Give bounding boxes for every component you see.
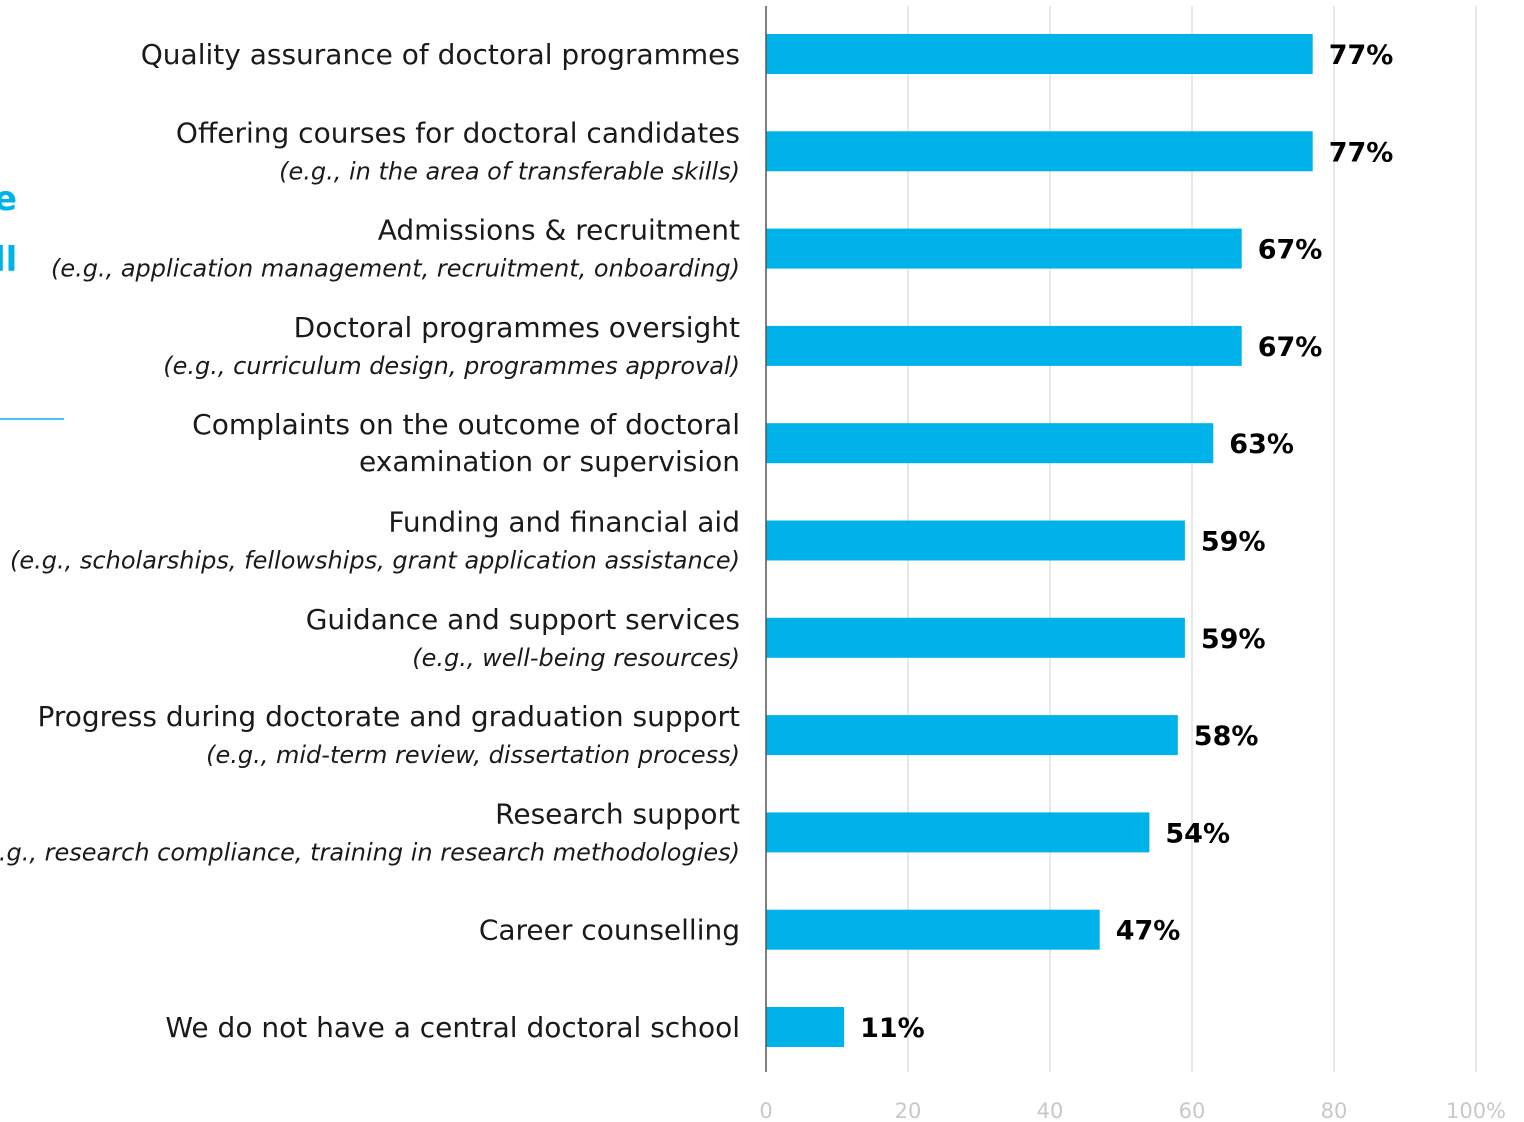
bar-value-label: 67% [1258,332,1323,363]
side-fragments: e ll [0,179,64,420]
category-label: Admissions & recruitment [378,214,740,247]
x-tick-label: 60 [1179,1099,1206,1122]
bar [766,325,1242,366]
x-tick-label: 40 [1037,1099,1064,1122]
category-label: Doctoral programmes oversight [294,311,740,344]
bar-value-label: 47% [1116,916,1181,947]
category-label: Funding and financial aid [388,506,740,539]
bar [766,131,1313,172]
x-tick-label: 100% [1446,1099,1506,1122]
bar-value-label: 67% [1258,235,1323,266]
category-label: Guidance and support services [306,603,740,636]
bar-value-label: 11% [860,1013,925,1044]
bar [766,617,1185,658]
bar-value-label: 77% [1329,40,1394,71]
bar [766,909,1100,950]
bars [766,34,1313,1047]
bar [766,715,1178,756]
x-tick-label: 0 [759,1099,772,1122]
side-text-fragment-2: ll [0,240,17,280]
bar-value-label: 58% [1194,721,1259,752]
category-label: Offering courses for doctoral candidates [176,116,740,149]
category-sublabel: (e.g., curriculum design, programmes app… [163,352,740,380]
category-sublabel: (e.g., well-being resources) [412,644,740,672]
category-sublabel: (e.g., research compliance, training in … [0,838,740,866]
x-tick-label: 80 [1321,1099,1348,1122]
bar-value-label: 63% [1229,429,1294,460]
category-label: Progress during doctorate and graduation… [37,700,740,733]
x-axis-ticks: 0 20 40 60 80 100% [759,1099,1506,1122]
bar [766,520,1185,561]
side-text-fragment-1: e [0,179,17,219]
bar [766,423,1214,464]
category-sublabel: examination or supervision [359,445,740,478]
category-sublabel: (e.g., scholarships, fellowships, grant … [10,547,740,575]
bar-value-label: 77% [1329,137,1394,168]
category-label: Career counselling [479,914,740,947]
category-labels: Quality assurance of doctoral programmes… [0,38,740,1044]
category-sublabel: (e.g., application management, recruitme… [51,255,740,283]
x-tick-label: 20 [895,1099,922,1122]
bar-value-label: 54% [1165,818,1230,849]
category-label: Quality assurance of doctoral programmes [141,38,740,71]
bar [766,1007,845,1047]
bar [766,812,1150,853]
bar-value-label: 59% [1201,624,1266,655]
bar [766,34,1313,74]
category-sublabel: (e.g., mid-term review, dissertation pro… [206,741,740,769]
category-label: Complaints on the outcome of doctoral [192,408,740,441]
category-label: We do not have a central doctoral school [165,1011,740,1044]
bar-value-label: 59% [1201,527,1266,558]
value-labels: 77% 77% 67% 67% 63% 59% 59% 58% 54% 47% 11% [860,40,1393,1044]
bar [766,228,1242,269]
category-sublabel: (e.g., in the area of transferable skill… [279,157,740,185]
category-label: Research support [495,797,740,830]
